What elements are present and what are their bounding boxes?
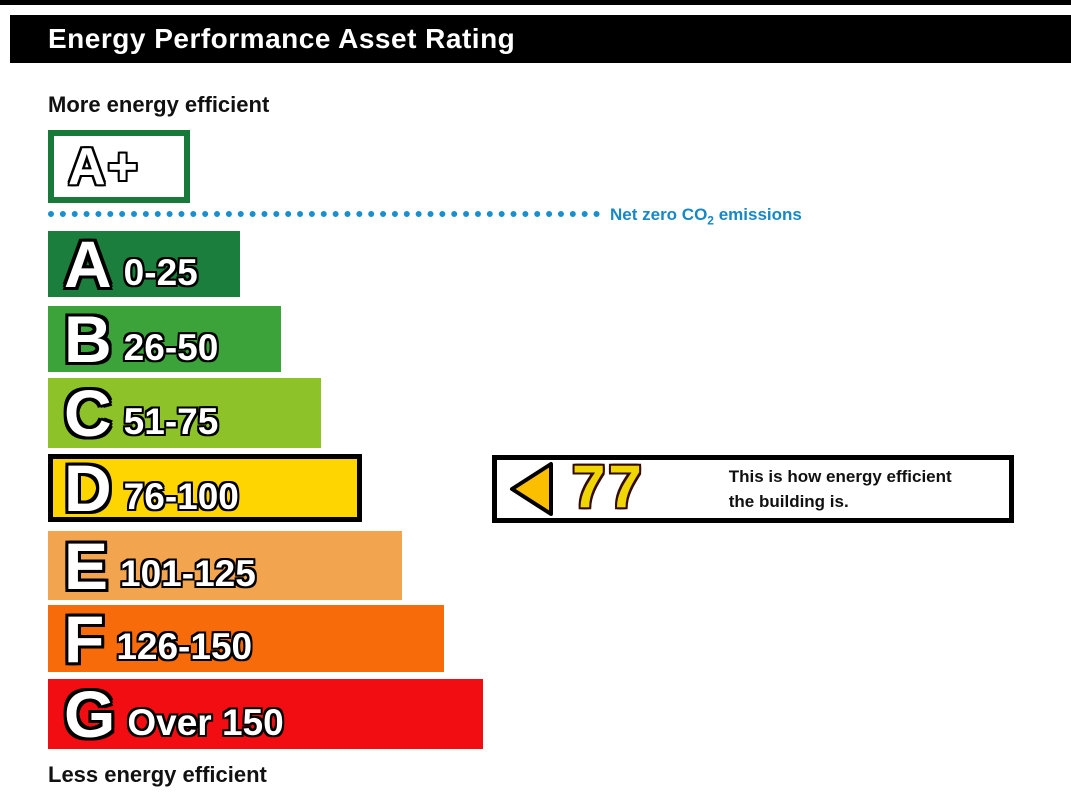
band-c: C 51-75 [48,378,321,448]
net-zero-text-suffix: emissions [713,205,802,224]
band-b-range: 26-50 [123,326,219,368]
band-f: F 126-150 [48,605,444,672]
rating-description-line2: the building is. [728,492,849,511]
less-efficient-label: Less energy efficient [48,762,267,787]
page-title: Energy Performance Asset Rating [48,23,516,54]
band-a-range: 0-25 [123,251,198,293]
band-f-letter: F [64,601,105,676]
band-e: E 101-125 [48,531,402,600]
band-d-letter: D [64,451,112,525]
band-b-letter: B [64,302,112,376]
more-efficient-label: More energy efficient [48,92,270,117]
band-g: G Over 150 [48,679,483,749]
top-border-strip [0,0,1071,5]
band-b: B 26-50 [48,306,281,372]
band-c-range: 51-75 [123,400,219,442]
band-a-plus-letter: A+ [68,137,140,196]
band-e-letter: E [64,528,109,603]
band-d-highlighted: D 76-100 [48,454,362,522]
current-rating-description: This is how energy efficient the buildin… [729,464,952,515]
left-arrow-icon [510,462,553,516]
current-rating-box: 77 This is how energy efficient the buil… [492,455,1014,523]
band-a-plus: A+ [48,130,190,203]
net-zero-label: Net zero CO2 emissions [610,205,802,227]
band-c-letter: C [64,376,112,450]
band-a: A 0-25 [48,231,240,297]
rating-description-line1: This is how energy efficient [728,466,952,486]
band-f-range: 126-150 [116,626,253,667]
net-zero-subscript: 2 [707,213,714,228]
current-rating-value: 77 [572,453,645,520]
band-e-range: 101-125 [120,553,256,594]
band-g-letter: G [64,677,116,751]
band-g-range: Over 150 [127,701,284,743]
band-a-letter: A [64,227,112,301]
band-d-range: 76-100 [123,475,239,517]
net-zero-dotted-line [48,211,600,217]
header-bar: Energy Performance Asset Rating [10,15,1071,63]
net-zero-text-prefix: Net zero CO [610,205,708,224]
